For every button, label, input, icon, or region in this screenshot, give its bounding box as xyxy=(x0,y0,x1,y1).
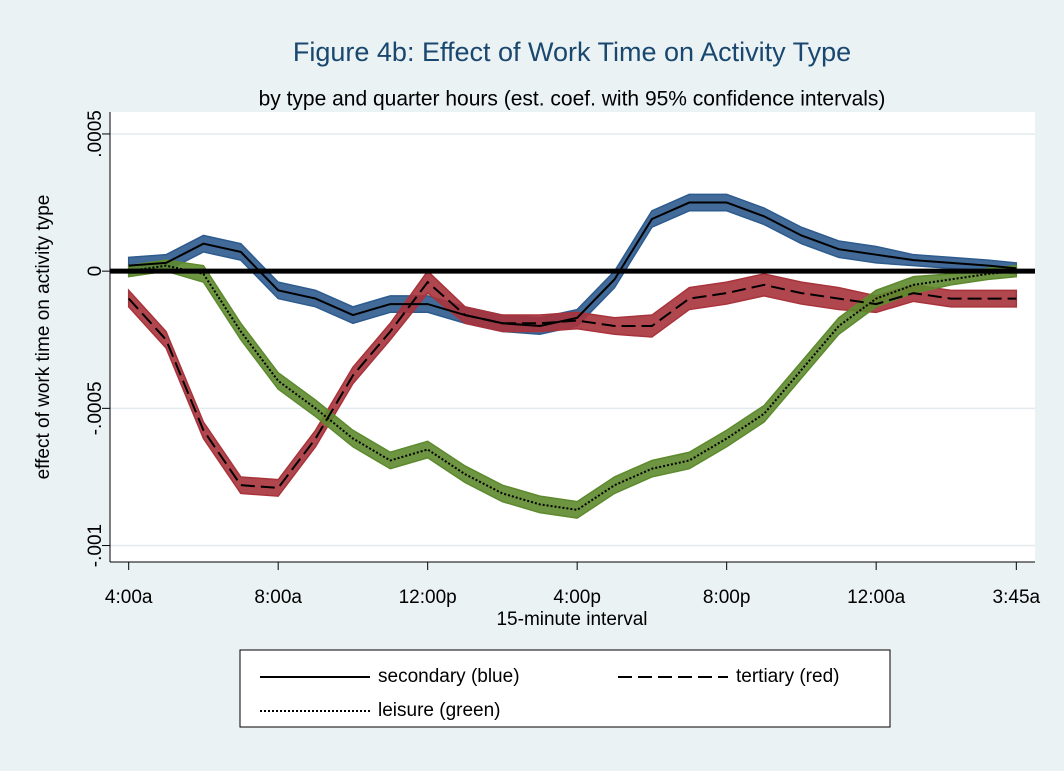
x-tick-label: 8:00p xyxy=(703,587,751,608)
series-line xyxy=(128,264,1017,511)
x-tick-label: 12:00a xyxy=(847,587,906,608)
legend-label: tertiary (red) xyxy=(736,666,839,687)
y-tick-label: .0005 xyxy=(85,110,106,158)
x-axis-label: 15-minute interval xyxy=(496,609,647,630)
legend xyxy=(239,649,891,728)
y-axis-label: effect of work time on activity type xyxy=(33,195,54,480)
series-line xyxy=(127,280,1017,489)
confidence-band xyxy=(127,270,1018,497)
x-tick-label: 8:00a xyxy=(254,587,302,608)
series-line xyxy=(128,201,1017,328)
y-tick-label: 0 xyxy=(85,266,106,277)
x-tick-label: 3:45a xyxy=(993,587,1041,608)
legend-label: leisure (green) xyxy=(378,700,501,721)
chart-title: Figure 4b: Effect of Work Time on Activi… xyxy=(293,37,851,67)
y-tick-label: -.0005 xyxy=(85,381,106,435)
x-tick-label: 4:00p xyxy=(553,587,601,608)
chart-subtitle: by type and quarter hours (est. coef. wi… xyxy=(259,88,886,111)
confidence-band xyxy=(127,259,1018,519)
y-tick-label: -.001 xyxy=(85,524,106,567)
x-tick-label: 4:00a xyxy=(105,587,153,608)
x-tick-label: 12:00p xyxy=(399,587,457,608)
legend-label: secondary (blue) xyxy=(378,666,520,687)
